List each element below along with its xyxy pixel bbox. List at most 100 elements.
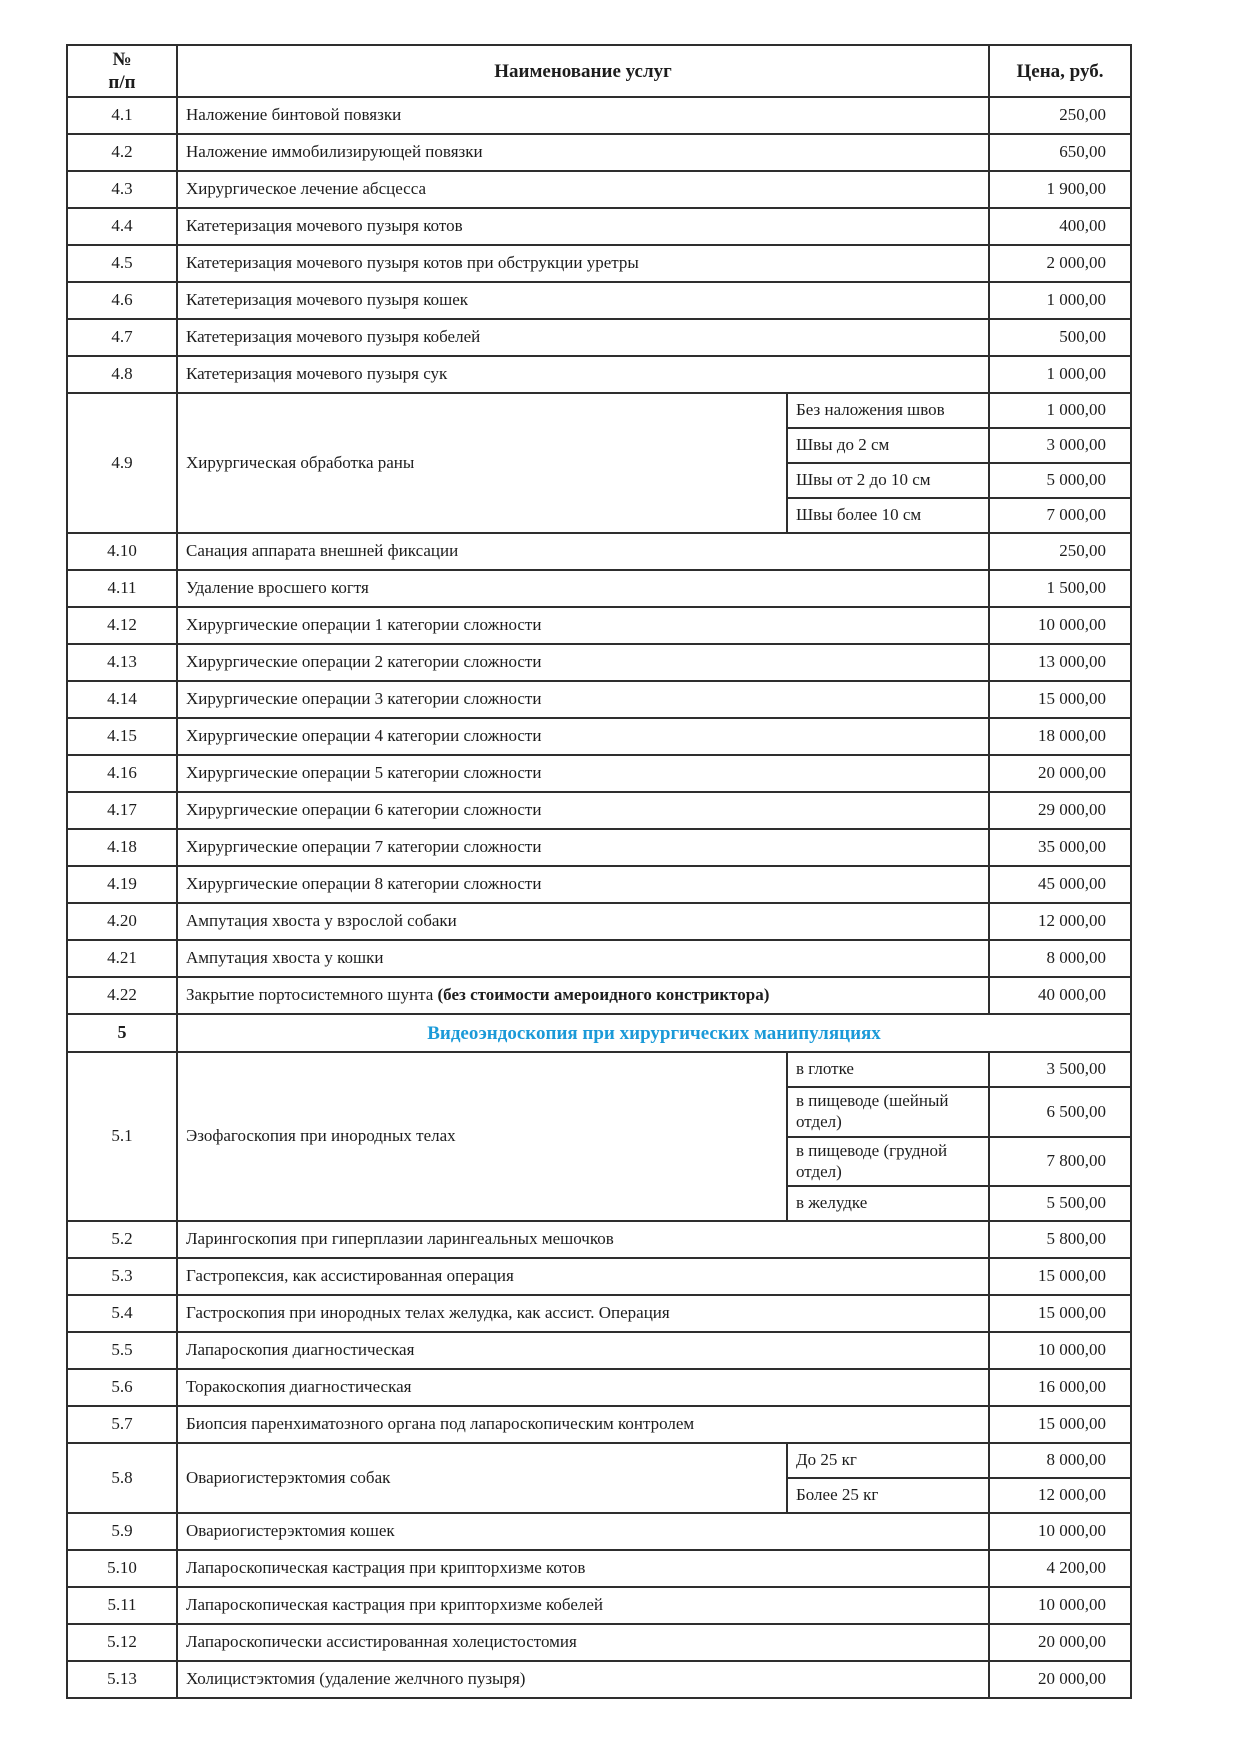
row-number-cell: 4.6 [66,281,178,321]
table-row: 4.18 Хирургические операции 7 категории с… [66,828,1132,868]
price-cell: 1 000,00 [988,281,1132,321]
service-name-cell: Ларингоскопия при гиперплазии ларингеаль… [176,1220,990,1260]
price-cell: 15 000,00 [988,680,1132,720]
price-cell: 15 000,00 [988,1257,1132,1297]
row-number-cell: 4.4 [66,207,178,247]
row-number-cell: 4.1 [66,96,178,136]
row-number-cell: 5.5 [66,1331,178,1371]
price-cell: 35 000,00 [988,828,1132,868]
table-row: 4.15 Хирургические операции 4 категории с… [66,717,1132,757]
table-row: Швы более 10 см 7 000,00 [67,497,1132,535]
price-cell: 6 500,00 [988,1086,1132,1138]
sub-option-label-cell: Более 25 кг [786,1477,990,1515]
service-name-cell: Хирургические операции 1 категории сложн… [176,606,990,646]
price-cell: 250,00 [988,532,1132,572]
table-row: 5.4 Гастроскопия при инородных телах желу… [66,1294,1132,1334]
service-name-cell: Холицистэктомия (удаление желчного пузыр… [176,1660,990,1700]
price-cell: 12 000,00 [988,1477,1132,1515]
table-row: 5.10 Лапароскопическая кастрация при крип… [66,1549,1132,1589]
table-row: 4.19 Хирургические операции 8 категории с… [66,865,1132,905]
table-row: 4.13 Хирургические операции 2 категории с… [66,643,1132,683]
service-name-cell: Биопсия паренхиматозного органа под лапа… [176,1405,990,1445]
price-cell: 15 000,00 [988,1294,1132,1334]
row-number-cell: 5.13 [66,1660,178,1700]
price-cell: 250,00 [988,96,1132,136]
row-number-cell: 5.11 [66,1586,178,1626]
section-header-row: 5 Видеоэндоскопия при хирургических манип… [66,1013,1132,1054]
price-cell: 40 000,00 [988,976,1132,1016]
sub-option-label-cell: Без наложения швов [786,392,990,430]
price-cell: 4 200,00 [988,1549,1132,1589]
section-number-cell: 5 [66,1013,178,1054]
table-row: 4.1 Наложение бинтовой повязки 250,00 [66,96,1132,136]
service-name-cell: Гастроскопия при инородных телах желудка… [176,1294,990,1334]
service-name-cell: Наложение иммобилизирующей повязки [176,133,990,173]
table-row: 4.6 Катетеризация мочевого пузыря кошек 1 … [66,281,1132,321]
price-cell: 3 500,00 [988,1051,1132,1089]
price-cell: 10 000,00 [988,1586,1132,1626]
service-name-cell: Торакоскопия диагностическая [176,1368,990,1408]
table-row: 5.5 Лапароскопия диагностическая 10 000,00 [66,1331,1132,1371]
service-name-cell: Хирургические операции 6 категории сложн… [176,791,990,831]
table-row: 4.3 Хирургическое лечение абсцесса 1 900,0… [66,170,1132,210]
table-row: 4.20 Ампутация хвоста у взрослой собаки 12… [66,902,1132,942]
row-number-cell: 5.6 [66,1368,178,1408]
service-name-cell: Ампутация хвоста у взрослой собаки [176,902,990,942]
service-name-bold-text: (без стоимости амероидного констриктора) [437,985,770,1005]
table-header-row: № п/п Наименование услуг Цена, руб. [66,43,1132,99]
service-name-cell: Катетеризация мочевого пузыря котов [176,207,990,247]
price-cell: 20 000,00 [988,1623,1132,1663]
table-row: Швы от 2 до 10 см 5 000,00 [67,462,1132,500]
row-number-cell: 4.20 [66,902,178,942]
table-row: Швы до 2 см 3 000,00 [67,427,1132,465]
service-name-cell: Катетеризация мочевого пузыря сук [176,355,990,395]
row-number-cell: 5.2 [66,1220,178,1260]
price-cell: 29 000,00 [988,791,1132,831]
service-name-cell: Санация аппарата внешней фиксации [176,532,990,572]
price-cell: 1 500,00 [988,569,1132,609]
price-cell: 7 000,00 [988,497,1132,535]
row-number-cell: 4.5 [66,244,178,284]
sub-option-label-cell: Швы более 10 см [786,497,990,535]
table-row: 4.21 Ампутация хвоста у кошки 8 000,00 [66,939,1132,979]
service-name-cell: Лапароскопически ассистированная холецис… [176,1623,990,1663]
header-price-cell: Цена, руб. [988,43,1132,99]
table-row: 5.7 Биопсия паренхиматозного органа под л… [66,1405,1132,1445]
table-row: в желудке 5 500,00 [67,1185,1132,1223]
row-number-cell: 5.10 [66,1549,178,1589]
row-number-cell: 4.14 [66,680,178,720]
row-number-cell: 4.8 [66,355,178,395]
table-row: 4.7 Катетеризация мочевого пузыря кобелей… [66,318,1132,358]
row-number-cell: 4.22 [66,976,178,1016]
service-name-cell: Удаление вросшего когтя [176,569,990,609]
service-name-cell: Катетеризация мочевого пузыря котов при … [176,244,990,284]
row-number-cell: 4.11 [66,569,178,609]
header-number-cell: № п/п [66,43,178,99]
row-number-cell: 4.2 [66,133,178,173]
row-number-cell: 5.9 [66,1512,178,1552]
table-row: 5.8 Овариогистерэктомия собак До 25 кг 8 00… [66,1442,1132,1515]
section-title-cell: Видеоэндоскопия при хирургических манипу… [176,1013,1132,1054]
sub-option-label-cell: Швы от 2 до 10 см [786,462,990,500]
price-cell: 15 000,00 [988,1405,1132,1445]
price-cell: 18 000,00 [988,717,1132,757]
table-row: 5.2 Ларингоскопия при гиперплазии ларинге… [66,1220,1132,1260]
service-name-cell: Эзофагоскопия при инородных телах [176,1051,788,1223]
row-number-cell: 4.19 [66,865,178,905]
row-number-cell: 4.15 [66,717,178,757]
price-cell: 12 000,00 [988,902,1132,942]
table-row: 5.11 Лапароскопическая кастрация при крип… [66,1586,1132,1626]
price-cell: 20 000,00 [988,1660,1132,1700]
row-number-cell: 4.21 [66,939,178,979]
price-cell: 2 000,00 [988,244,1132,284]
price-cell: 8 000,00 [988,1442,1132,1480]
row-number-cell: 5.4 [66,1294,178,1334]
table-row: 4.9 Хирургическая обработка раны Без налож… [66,392,1132,535]
row-number-cell: 5.12 [66,1623,178,1663]
price-cell: 500,00 [988,318,1132,358]
service-name-cell: Лапароскопическая кастрация при крипторх… [176,1586,990,1626]
table-row: 4.10 Санация аппарата внешней фиксации 250… [66,532,1132,572]
table-row: 4.12 Хирургические операции 1 категории с… [66,606,1132,646]
header-number-line1: № [112,49,132,70]
